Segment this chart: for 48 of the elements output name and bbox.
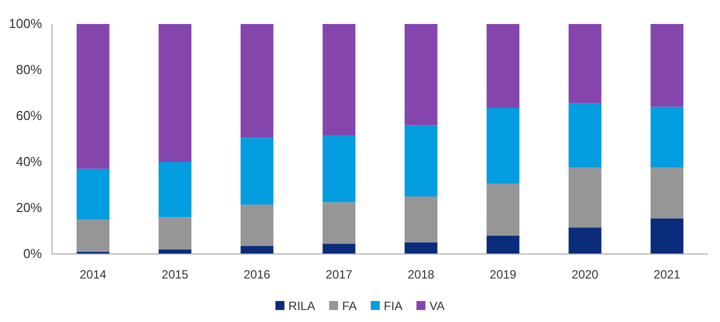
- y-tick-label: 0%: [23, 246, 42, 262]
- bar: [404, 196, 438, 242]
- bar: [486, 184, 520, 236]
- bar: [650, 168, 684, 218]
- bar: [568, 228, 602, 254]
- bar: [322, 24, 356, 136]
- bar: [568, 168, 602, 228]
- bar: [322, 136, 356, 202]
- legend-label: FA: [342, 299, 357, 313]
- bar: [76, 168, 110, 220]
- x-tick-label: 2014: [80, 268, 107, 282]
- bar: [158, 24, 192, 162]
- legend-label: VA: [429, 299, 445, 313]
- y-tick-label: 60%: [16, 108, 42, 124]
- bar: [158, 217, 192, 250]
- bar: [76, 220, 110, 252]
- x-tick-label: 2020: [572, 268, 599, 282]
- bar: [486, 24, 520, 108]
- x-tick-label: 2018: [408, 268, 435, 282]
- x-tick-label: 2021: [654, 268, 681, 282]
- x-tick-label: 2015: [162, 268, 189, 282]
- bar: [322, 202, 356, 244]
- bar: [240, 246, 274, 254]
- bar: [240, 204, 274, 246]
- x-tick-label: 2017: [326, 268, 353, 282]
- bar: [650, 218, 684, 254]
- bar: [568, 24, 602, 104]
- x-tick-label: 2016: [244, 268, 271, 282]
- bar: [650, 106, 684, 168]
- bar: [76, 24, 110, 169]
- bar: [404, 125, 438, 196]
- bar: [322, 244, 356, 254]
- bar: [240, 138, 274, 205]
- bar: [240, 24, 274, 138]
- y-tick-label: 20%: [16, 200, 42, 216]
- x-tick-label: 2019: [490, 268, 517, 282]
- bar: [650, 24, 684, 107]
- bar: [158, 162, 192, 218]
- bar: [568, 103, 602, 168]
- bar: [404, 24, 438, 126]
- legend-label: RILA: [288, 299, 316, 313]
- bar: [404, 242, 438, 254]
- bar: [486, 108, 520, 184]
- bar: [486, 236, 520, 254]
- y-tick-label: 80%: [16, 62, 42, 78]
- legend-label: FIA: [384, 299, 402, 313]
- y-tick-label: 100%: [8, 16, 42, 32]
- y-tick-label: 40%: [16, 154, 42, 170]
